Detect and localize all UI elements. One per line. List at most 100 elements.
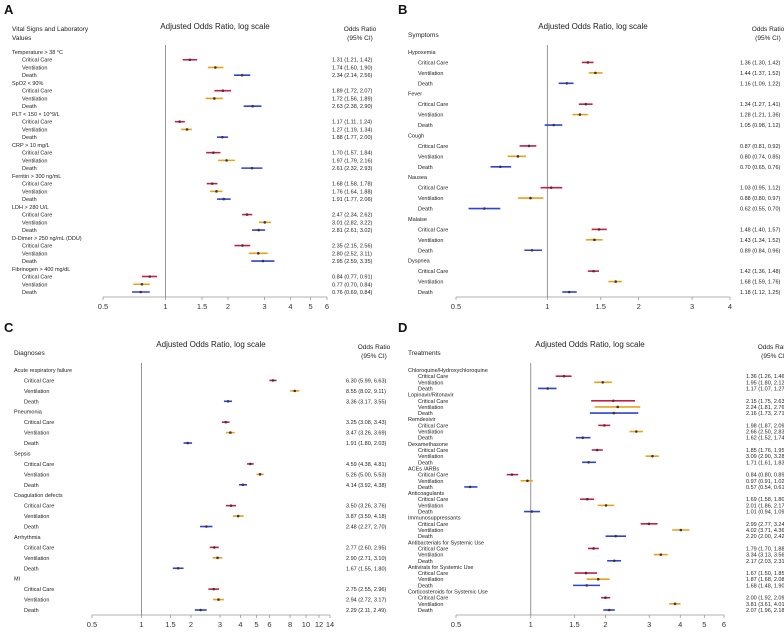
panel-letter: C xyxy=(4,320,14,335)
row-label: Death xyxy=(22,104,37,110)
panel-header: Diagnoses xyxy=(14,350,45,357)
point-estimate xyxy=(679,528,683,532)
x-tick-label: 10 xyxy=(302,620,310,629)
or-value: 1.70 (1.57, 1.84) xyxy=(332,151,373,157)
row-label: Ventilation xyxy=(418,71,443,77)
or-value: 4.14 (3.92, 4.38) xyxy=(346,483,387,489)
row-label: Critical Care xyxy=(418,60,448,66)
x-tick-label: 3 xyxy=(690,302,694,311)
point-estimate xyxy=(596,577,600,581)
point-estimate xyxy=(212,587,216,591)
row-label: Ventilation xyxy=(418,380,443,386)
or-value: 1.97 (1.79, 2.16) xyxy=(332,158,373,164)
row-label: Ventilation xyxy=(22,96,47,102)
point-estimate xyxy=(241,244,244,247)
point-estimate xyxy=(592,547,595,550)
row-label: Critical Care xyxy=(418,423,448,429)
or-value: 1.74 (1.60, 1.90) xyxy=(332,65,373,71)
point-estimate xyxy=(567,290,571,294)
group-label-d-dimer-250-ng-ml-ddu: D-Dimer > 250 ng/mL (DDU) xyxy=(12,236,82,242)
or-value: 1.76 (1.64, 1.88) xyxy=(332,189,373,195)
or-value: 0.89 (0.84, 0.96) xyxy=(740,248,781,254)
x-tick-label: 2 xyxy=(603,620,607,629)
row-label: Critical Care xyxy=(24,545,54,551)
row-label: Critical Care xyxy=(22,244,52,250)
row-label: Death xyxy=(418,583,433,589)
point-estimate xyxy=(530,248,534,252)
row-label: Death xyxy=(418,534,433,540)
point-estimate xyxy=(212,151,215,154)
x-tick-label: 1 xyxy=(545,302,549,311)
row-label: Ventilation xyxy=(418,405,443,411)
point-estimate xyxy=(215,190,218,193)
or-value: 0.77 (0.70, 0.84) xyxy=(332,282,373,288)
or-value: 3.09 (2.90, 3.28) xyxy=(746,454,784,460)
group-label-corticosteroids-for-systemic-use: Corticosteroids for Systemic Use xyxy=(408,590,488,596)
row-label: Critical Care xyxy=(418,473,448,479)
x-tick-label: 1.5 xyxy=(197,302,207,311)
point-estimate xyxy=(250,166,254,170)
or-value: 0.80 (0.74, 0.85) xyxy=(740,154,781,160)
row-label: Death xyxy=(418,460,433,466)
row-label: Ventilation xyxy=(418,454,443,460)
row-label: Critical Care xyxy=(418,102,448,108)
point-estimate xyxy=(216,556,219,560)
point-estimate xyxy=(261,259,265,263)
group-label-antivirals-for-systemic-use: Antivirals for Systemic Use xyxy=(408,565,473,571)
axis-title: Adjusted Odds Ratio, log scale xyxy=(156,340,266,349)
or-value: 0.76 (0.69, 0.84) xyxy=(332,290,373,296)
point-estimate xyxy=(210,182,214,185)
point-estimate xyxy=(222,197,226,201)
point-estimate xyxy=(549,186,553,189)
or-value: 3.87 (3.59, 4.18) xyxy=(346,514,387,520)
or-header: Odds Ratio xyxy=(758,344,784,351)
or-value: 2.17 (2.03, 2.31) xyxy=(746,559,784,565)
or-value: 1.42 (1.36, 1.48) xyxy=(740,269,781,275)
ci-header: (95% CI) xyxy=(755,35,781,42)
point-estimate xyxy=(178,120,181,123)
row-label: Critical Care xyxy=(22,213,52,219)
x-tick-label: 4 xyxy=(238,620,242,629)
group-label-pneumonia: Pneumonia xyxy=(14,410,43,416)
or-value: 2.90 (2.71, 3.10) xyxy=(346,556,387,562)
group-label-mi: MI xyxy=(14,577,21,583)
row-label: Death xyxy=(22,135,37,141)
x-tick-label: 6 xyxy=(722,620,726,629)
or-value: 0.84 (0.77, 0.91) xyxy=(332,275,373,281)
group-label-nausea: Nausea xyxy=(408,175,428,181)
or-value: 1.48 (1.40, 1.57) xyxy=(740,227,781,233)
group-label-anticoagulants: Anticoagulants xyxy=(408,491,444,497)
point-estimate xyxy=(229,504,233,507)
point-estimate xyxy=(468,485,472,489)
or-value: 1.01 (0.94, 1.09) xyxy=(746,510,784,516)
x-tick-label: 5 xyxy=(702,620,706,629)
point-estimate xyxy=(241,483,245,487)
point-estimate xyxy=(188,58,192,62)
row-label: Ventilation xyxy=(418,503,443,509)
point-estimate xyxy=(199,608,202,612)
or-value: 1.72 (1.56, 1.89) xyxy=(332,96,373,102)
point-estimate xyxy=(565,82,569,85)
point-estimate xyxy=(499,165,502,169)
x-tick-label: 3 xyxy=(647,620,651,629)
x-tick-label: 4 xyxy=(288,302,292,311)
group-label-ldh-280-u-l: LDH > 280 U/L xyxy=(12,205,49,211)
or-value: 1.18 (1.12, 1.25) xyxy=(740,290,781,296)
row-label: Critical Care xyxy=(418,546,448,552)
or-value: 0.87 (0.81, 0.92) xyxy=(740,144,781,150)
row-label: Critical Care xyxy=(418,522,448,528)
x-tick-label: 1 xyxy=(139,620,143,629)
x-tick-label: 2 xyxy=(226,302,230,311)
row-label: Critical Care xyxy=(22,58,52,64)
or-value: 1.62 (1.52, 1.74) xyxy=(746,436,784,442)
point-estimate xyxy=(584,571,588,575)
point-estimate xyxy=(225,159,228,162)
or-value: 0.97 (0.91, 1.02) xyxy=(746,479,784,485)
x-tick-label: 4 xyxy=(678,620,682,629)
point-estimate xyxy=(587,461,590,464)
row-label: Critical Care xyxy=(418,269,448,275)
group-label-antibacterials-for-systemic-use: Antibacterials for Systemic Use xyxy=(408,540,484,546)
row-label: Critical Care xyxy=(24,420,54,426)
row-label: Critical Care xyxy=(418,374,448,380)
group-label-temperature-38-c: Temperature > 38 °C xyxy=(12,50,63,56)
